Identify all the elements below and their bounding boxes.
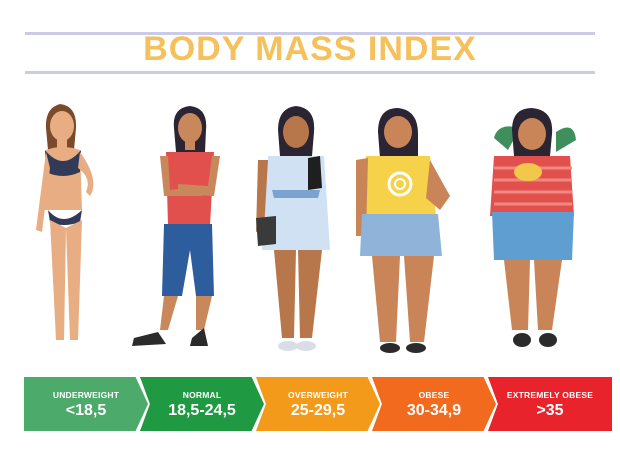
- bmi-category-label: OBESE: [418, 390, 450, 400]
- bmi-range-value: <18,5: [65, 402, 107, 419]
- bmi-category-label: NORMAL: [182, 390, 222, 400]
- bmi-range-value: 30-34,9: [406, 402, 462, 419]
- figure-extremely-obese: [490, 108, 576, 347]
- bmi-band-normal: NORMAL 18,5-24,5: [140, 377, 264, 431]
- page-title: BODY MASS INDEX: [143, 30, 477, 68]
- figure-normal: [132, 106, 220, 346]
- bottom-rule: [25, 71, 595, 74]
- figure-underweight: [36, 104, 94, 340]
- bmi-range-value: >35: [536, 402, 564, 419]
- figure-overweight: [256, 106, 330, 351]
- bmi-band-overweight: OVERWEIGHT 25-29,5: [256, 377, 380, 431]
- bmi-category-label: UNDERWEIGHT: [52, 390, 120, 400]
- bmi-range-value: 18,5-24,5: [168, 402, 236, 419]
- bmi-band-obese: OBESE 30-34,9: [372, 377, 496, 431]
- figure-obese: [356, 108, 450, 353]
- bmi-band-extremely-obese: EXTREMELY OBESE >35: [488, 377, 612, 431]
- bmi-category-label: OVERWEIGHT: [288, 390, 348, 400]
- bmi-category-label: EXTREMELY OBESE: [506, 390, 594, 400]
- top-rule: [25, 32, 595, 35]
- bmi-band-underweight: UNDERWEIGHT <18,5: [24, 377, 148, 431]
- bmi-range-value: 25-29,5: [290, 402, 346, 419]
